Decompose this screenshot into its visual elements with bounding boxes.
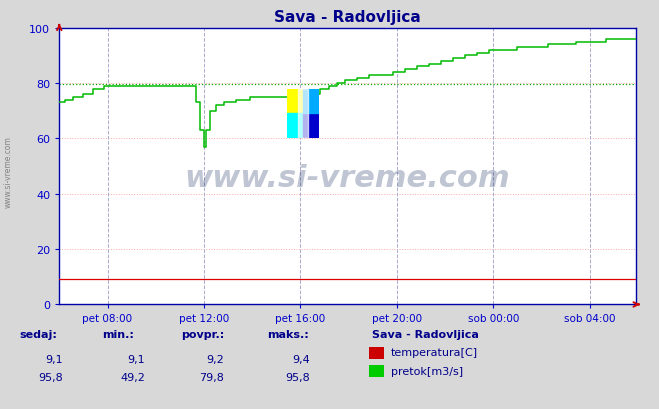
Text: 49,2: 49,2 <box>120 372 145 382</box>
Text: 95,8: 95,8 <box>285 372 310 382</box>
Text: 9,4: 9,4 <box>292 354 310 364</box>
Text: 9,1: 9,1 <box>127 354 145 364</box>
Text: 95,8: 95,8 <box>38 372 63 382</box>
Text: temperatura[C]: temperatura[C] <box>391 348 478 357</box>
Text: 9,1: 9,1 <box>45 354 63 364</box>
Text: maks.:: maks.: <box>267 329 308 339</box>
Text: 79,8: 79,8 <box>199 372 224 382</box>
Text: pretok[m3/s]: pretok[m3/s] <box>391 366 463 376</box>
Text: povpr.:: povpr.: <box>181 329 225 339</box>
Bar <box>287 89 303 114</box>
Polygon shape <box>303 89 319 114</box>
Text: www.si-vreme.com: www.si-vreme.com <box>185 163 511 192</box>
Text: 9,2: 9,2 <box>206 354 224 364</box>
Bar <box>287 114 303 139</box>
Text: www.si-vreme.com: www.si-vreme.com <box>3 136 13 208</box>
Text: Sava - Radovljica: Sava - Radovljica <box>372 329 479 339</box>
Bar <box>303 114 319 139</box>
Polygon shape <box>298 89 308 139</box>
Title: Sava - Radovljica: Sava - Radovljica <box>274 10 421 25</box>
Text: sedaj:: sedaj: <box>20 329 57 339</box>
Text: min.:: min.: <box>102 329 134 339</box>
